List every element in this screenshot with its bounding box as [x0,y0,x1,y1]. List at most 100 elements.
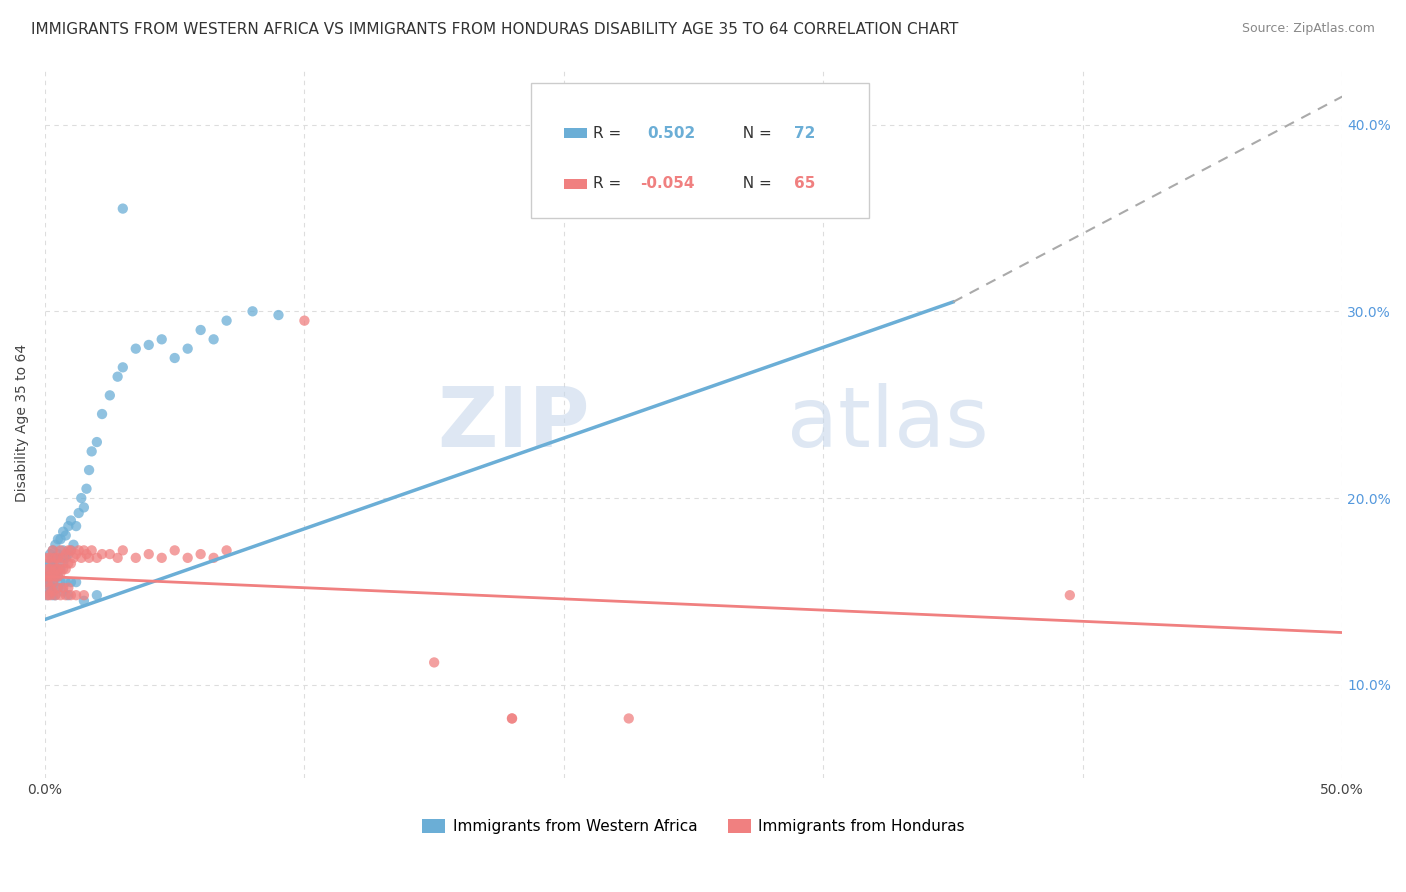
FancyBboxPatch shape [564,179,586,189]
Point [52,581,75,595]
Point [65,575,87,590]
Point [98,388,121,402]
Text: R =: R = [593,126,636,141]
Point [150,332,173,346]
Point [46,562,69,576]
Point [98,547,121,561]
Point [125,342,148,356]
Point [80,444,103,458]
Point [58,588,80,602]
Point [58,543,80,558]
Point [242,304,264,318]
Point [39,550,62,565]
Point [1059,588,1081,602]
Point [70,491,93,505]
Point [86,588,108,602]
Point [49,532,72,546]
Text: 65: 65 [794,177,815,191]
Point [176,550,198,565]
Point [42,566,65,580]
Point [70,550,93,565]
Point [49,575,72,590]
Point [58,519,80,533]
Point [55,575,77,590]
Point [39,581,62,595]
Point [59,543,82,558]
Point [39,562,62,576]
Point [55,547,77,561]
Point [39,566,62,580]
Point [501,711,523,725]
Point [617,711,640,725]
Point [39,569,62,583]
Point [44,562,66,576]
Text: 0.502: 0.502 [648,126,696,141]
Point [44,588,66,602]
Point [44,550,66,565]
Point [150,550,173,565]
Point [52,584,75,599]
Point [39,575,62,590]
Point [65,519,87,533]
Point [58,547,80,561]
Point [73,500,96,515]
Point [46,581,69,595]
FancyBboxPatch shape [531,83,869,218]
Point [42,584,65,599]
Point [202,332,225,346]
Point [37,575,59,590]
Point [67,543,90,558]
Point [62,538,84,552]
Point [190,323,212,337]
Point [77,550,100,565]
Point [42,575,65,590]
Point [111,543,134,558]
Point [49,588,72,602]
Point [37,550,59,565]
Point [42,550,65,565]
Point [46,562,69,576]
Point [39,581,62,595]
Point [176,342,198,356]
Point [52,543,75,558]
Point [111,202,134,216]
Point [52,524,75,539]
Point [423,656,446,670]
Point [37,569,59,583]
Point [215,313,238,327]
Point [49,550,72,565]
Point [125,550,148,565]
Point [65,588,87,602]
Point [37,562,59,576]
Point [107,369,129,384]
Point [76,547,98,561]
Point [86,550,108,565]
Point [44,560,66,574]
Point [37,566,59,580]
Point [42,560,65,574]
Point [73,594,96,608]
Point [107,550,129,565]
Point [62,550,84,565]
Point [67,506,90,520]
Point [37,588,59,602]
Point [42,543,65,558]
Point [42,557,65,571]
Point [138,547,160,561]
Point [59,588,82,602]
Point [59,514,82,528]
Point [65,547,87,561]
Point [46,581,69,595]
Point [163,351,186,365]
Point [80,543,103,558]
FancyBboxPatch shape [564,128,586,138]
Point [138,338,160,352]
Text: atlas: atlas [787,383,988,464]
Point [77,463,100,477]
Point [42,575,65,590]
Point [46,532,69,546]
Point [91,407,114,421]
Point [44,550,66,565]
Text: ZIP: ZIP [437,383,591,464]
Point [49,562,72,576]
